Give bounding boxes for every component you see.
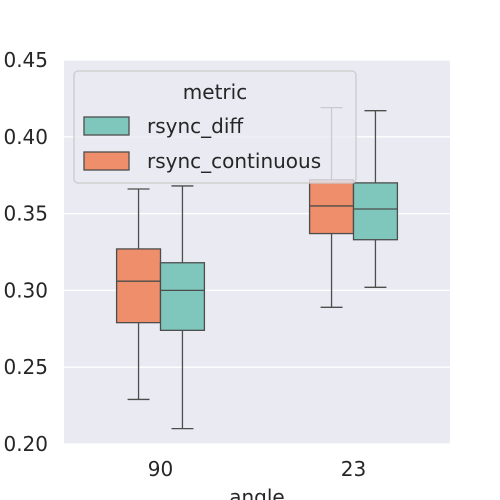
y-tick-label: 0.25 [3,355,48,379]
y-tick-label: 0.35 [3,202,48,226]
y-tick-label: 0.45 [3,48,48,72]
legend: metric rsync_diff rsync_continuous [73,70,357,184]
x-tick-label: 23 [341,457,366,481]
legend-frame [73,70,357,184]
box-body [352,182,399,241]
x-axis-label: angle [229,485,285,500]
y-axis: 0.20 0.25 0.30 0.35 0.40 0.45 [3,48,48,456]
x-tick-label: 90 [148,457,173,481]
box-series [115,106,399,430]
y-tick-label: 0.40 [3,125,48,149]
box-body [159,262,206,331]
legend-entry: rsync_continuous [147,149,321,173]
x-axis: 90 23 [148,457,366,481]
y-tick-label: 0.30 [3,278,48,302]
legend-swatch [83,116,130,136]
box-rsync_diff-90 [159,185,206,430]
legend-title: metric [183,80,247,104]
box-body [115,248,162,324]
y-tick-label: 0.20 [3,432,48,456]
legend-swatch [83,151,130,171]
legend-entry: rsync_diff [147,114,244,138]
box-rsync_continuous-90 [115,188,162,401]
box-body [308,179,355,235]
box-rsync_diff-23 [352,110,399,288]
